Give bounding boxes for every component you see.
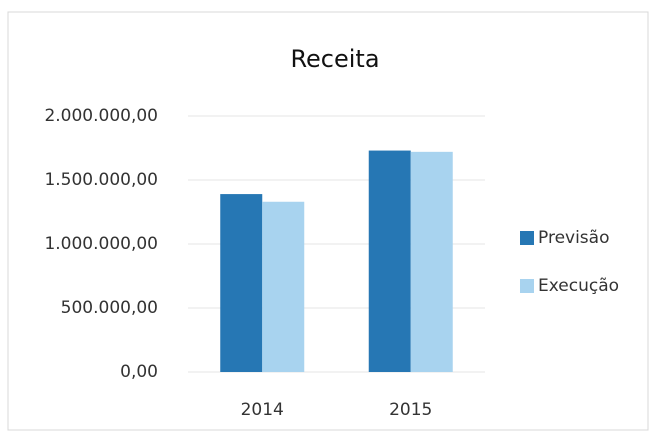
y-tick-label: 500.000,00 xyxy=(61,298,158,318)
chart-frame xyxy=(7,11,649,431)
legend-label: Previsão xyxy=(538,228,610,248)
x-tick-label: 2014 xyxy=(241,400,284,420)
y-tick-label: 2.000.000,00 xyxy=(44,106,158,126)
y-tick-label: 0,00 xyxy=(120,362,158,382)
y-tick-label: 1.000.000,00 xyxy=(44,234,158,254)
y-tick-label: 1.500.000,00 xyxy=(44,170,158,190)
legend-swatch xyxy=(520,279,534,293)
legend-swatch xyxy=(520,231,534,245)
bar xyxy=(262,201,305,372)
x-tick-label: 2015 xyxy=(389,400,432,420)
bar xyxy=(410,151,453,372)
legend-label: Execução xyxy=(538,276,619,296)
bar xyxy=(368,150,411,372)
chart-title: Receita xyxy=(290,45,379,73)
bar xyxy=(220,194,263,372)
